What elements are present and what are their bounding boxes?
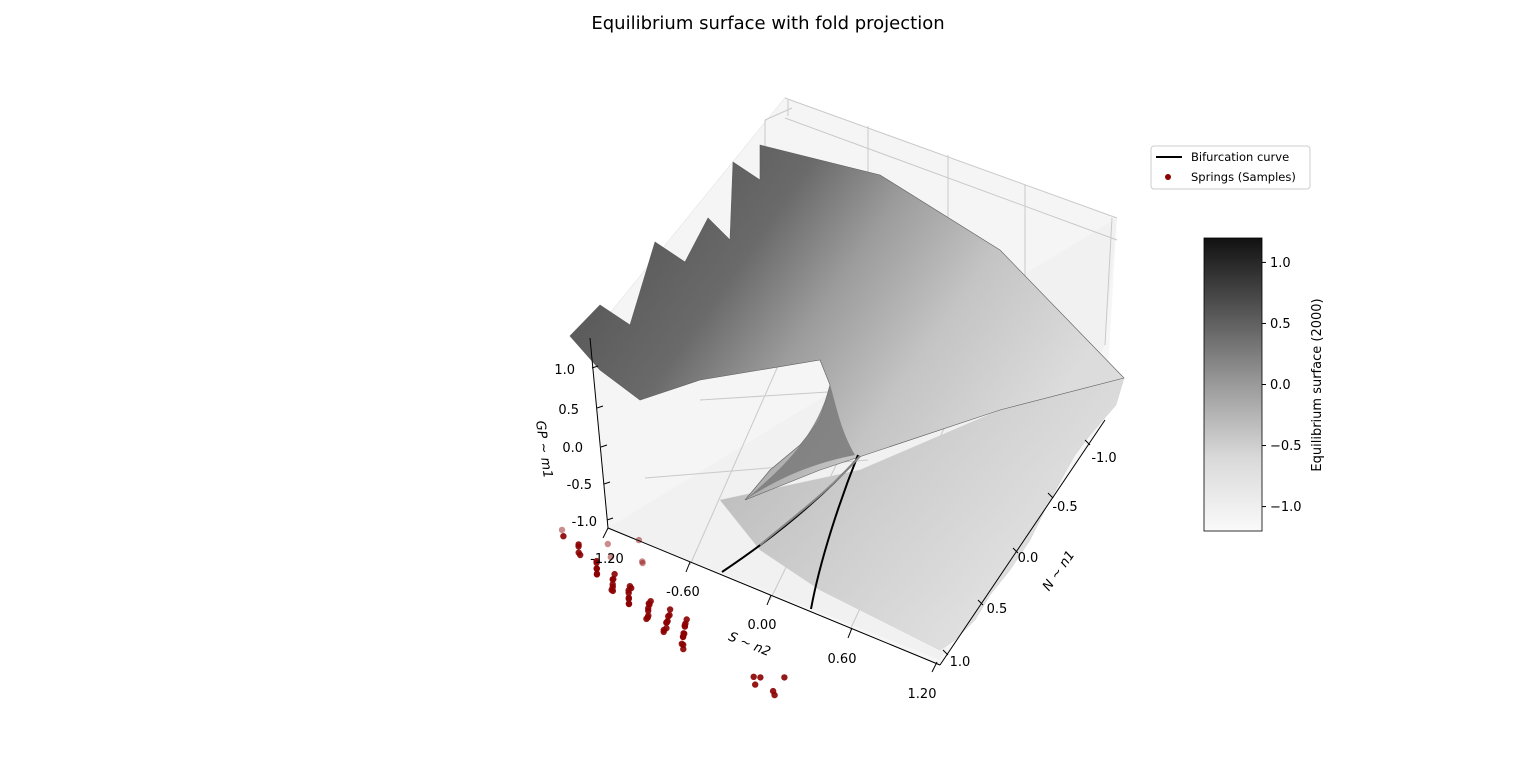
y-tick-label: 1.0	[950, 655, 971, 670]
axes-lines	[589, 337, 1106, 666]
sample-point	[639, 559, 646, 567]
x-tick-label: 0.00	[748, 618, 777, 633]
sample-point	[666, 611, 673, 619]
sample-point	[607, 553, 614, 561]
fold-region	[745, 385, 855, 500]
legend-box	[1150, 145, 1311, 190]
sample-point	[575, 541, 582, 548]
colorbar-tick-label: −0.5	[1270, 439, 1302, 454]
legend-dot-marker	[1165, 174, 1171, 180]
colorbar: 1.0 0.5 0.0 −0.5 −1.0 Equilibrium surface (2…	[1203, 237, 1325, 532]
sample-point	[681, 630, 688, 637]
sample-point	[645, 612, 652, 619]
bifurcation-branch-lower	[810, 454, 859, 610]
sample-point	[610, 575, 617, 583]
sample-point	[593, 571, 601, 578]
y-axis-label: N ~ n1	[1040, 548, 1078, 594]
z-tick-labels: 1.0 0.5 0.0 -0.5 -1.0	[554, 363, 597, 530]
sample-point	[757, 674, 764, 681]
sample-point	[663, 625, 670, 632]
colorbar-tick-label: 0.0	[1270, 378, 1291, 393]
sample-point	[593, 557, 600, 565]
y-tick-label: 0.5	[987, 602, 1008, 617]
legend: Bifurcation curve Springs (Samples)	[1150, 145, 1311, 190]
sample-point	[558, 526, 566, 534]
colorbar-ticks: 1.0 0.5 0.0 −0.5 −1.0	[1262, 256, 1302, 515]
surface-upper-sheet	[569, 144, 1125, 501]
z-tick-label: -1.0	[572, 515, 597, 530]
colorbar-tick-label: −1.0	[1270, 500, 1302, 515]
z-axis-line	[589, 337, 609, 529]
z-tick-label: 1.0	[554, 363, 575, 378]
sample-point	[680, 641, 687, 648]
sample-point	[611, 570, 618, 578]
x-tick-label: 1.20	[908, 687, 937, 702]
bifurcation-curve	[721, 454, 861, 610]
sample-point	[625, 600, 633, 607]
sample-point	[647, 598, 654, 605]
y-tick-label: 0.0	[1018, 551, 1039, 566]
legend-label-bifurcation: Bifurcation curve	[1191, 150, 1289, 164]
y-axis-line	[939, 419, 1106, 666]
sample-point	[666, 606, 674, 613]
chart-title: Equilibrium surface with fold projection	[591, 13, 944, 34]
bifurcation-branch-hidden	[759, 455, 861, 546]
x-tick-label: 0.60	[828, 652, 857, 667]
z-tick-label: -0.5	[567, 478, 592, 493]
sample-point	[604, 540, 611, 548]
sample-point	[625, 594, 632, 601]
x-axis-line	[607, 527, 941, 666]
sample-point	[593, 565, 600, 572]
colorbar-tick-label: 1.0	[1270, 256, 1291, 271]
sample-point	[769, 687, 777, 695]
x-tick-labels: -1.20 -0.60 0.00 0.60 1.20	[590, 552, 936, 702]
tick-marks	[591, 365, 1091, 673]
y-tick-label: -1.0	[1091, 451, 1116, 466]
colorbar-label: Equilibrium surface (2000)	[1310, 298, 1325, 471]
sample-point	[639, 558, 646, 565]
sample-point	[560, 533, 567, 540]
z-tick-label: 0.0	[562, 441, 583, 456]
sample-point	[750, 673, 757, 680]
colorbar-gradient	[1203, 237, 1263, 532]
x-axis-label: S ~ n2	[726, 630, 772, 660]
z-axis-label: GP ~ m1	[532, 420, 555, 480]
sample-point	[781, 674, 788, 681]
sample-point	[752, 681, 759, 688]
y-tick-label: -0.5	[1052, 500, 1077, 515]
colorbar-tick-label: 0.5	[1270, 317, 1291, 332]
sample-point	[609, 581, 616, 588]
sample-point	[683, 616, 690, 623]
legend-label-springs: Springs (Samples)	[1191, 170, 1296, 184]
y-tick-labels: -1.0 -0.5 0.0 0.5 1.0	[950, 451, 1117, 670]
x-tick-label: -1.20	[590, 552, 624, 567]
sample-point	[628, 584, 635, 592]
sample-point	[575, 549, 582, 556]
springs-scatter	[558, 526, 788, 699]
sample-point	[664, 617, 671, 625]
x-tick-label: -0.60	[666, 585, 700, 600]
z-tick-label: 0.5	[558, 403, 579, 418]
